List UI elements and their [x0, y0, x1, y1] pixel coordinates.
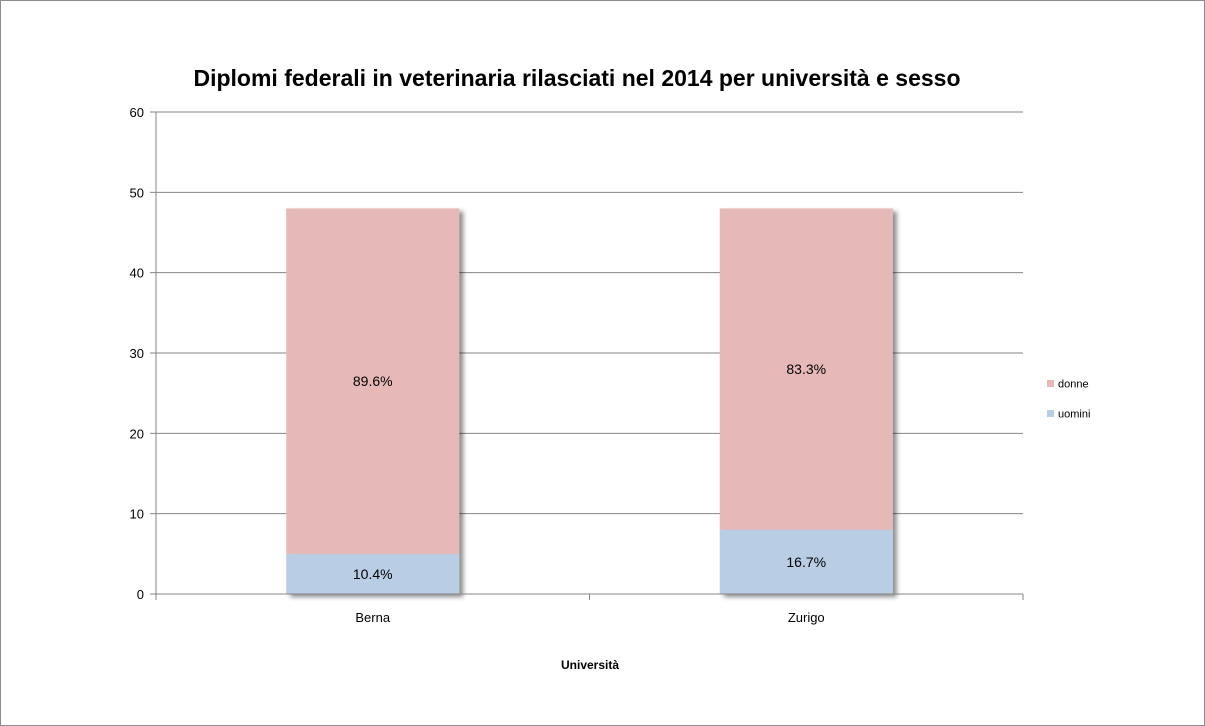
bar-uomini-berna — [286, 553, 460, 594]
bar-stack-berna — [286, 208, 460, 594]
bars — [286, 208, 893, 594]
legend-swatch — [1047, 410, 1054, 417]
bar-donne-berna — [286, 208, 460, 554]
y-axis-ticks: 0 10 20 30 40 50 60 — [130, 105, 156, 602]
data-label-donne-zurigo: 83.3% — [786, 361, 826, 377]
y-tick-label: 10 — [130, 507, 144, 522]
bar-uomini-zurigo — [719, 529, 893, 594]
data-label-donne-berna: 89.6% — [353, 373, 393, 389]
x-axis-labels: Berna Zurigo — [355, 610, 824, 625]
x-axis-title: Università — [561, 658, 619, 672]
x-tick-label: Berna — [355, 610, 390, 625]
legend-item-donne: donne — [1047, 379, 1089, 391]
x-axis-ticks — [155, 594, 1024, 600]
y-tick-label: 50 — [130, 185, 144, 200]
legend-label: uomini — [1058, 409, 1090, 421]
legend: donne uomini — [1047, 379, 1090, 421]
legend-item-uomini: uomini — [1047, 409, 1090, 421]
gridlines — [156, 111, 1023, 515]
y-tick-label: 40 — [130, 266, 144, 281]
bar-donne-zurigo — [719, 208, 893, 530]
y-tick-label: 0 — [137, 587, 144, 602]
y-tick-label: 20 — [130, 426, 144, 441]
data-labels: 10.4% 89.6% 16.7% 83.3% — [353, 361, 826, 582]
data-label-uomini-berna: 10.4% — [353, 566, 393, 582]
x-tick-label: Zurigo — [788, 610, 825, 625]
data-label-uomini-zurigo: 16.7% — [786, 554, 826, 570]
legend-swatch — [1047, 380, 1054, 387]
chart-title: Diplomi federali in veterinaria rilascia… — [193, 65, 960, 91]
y-tick-label: 60 — [130, 105, 144, 120]
legend-label: donne — [1058, 379, 1089, 391]
y-tick-label: 30 — [130, 346, 144, 361]
bar-stack-zurigo — [719, 208, 893, 594]
